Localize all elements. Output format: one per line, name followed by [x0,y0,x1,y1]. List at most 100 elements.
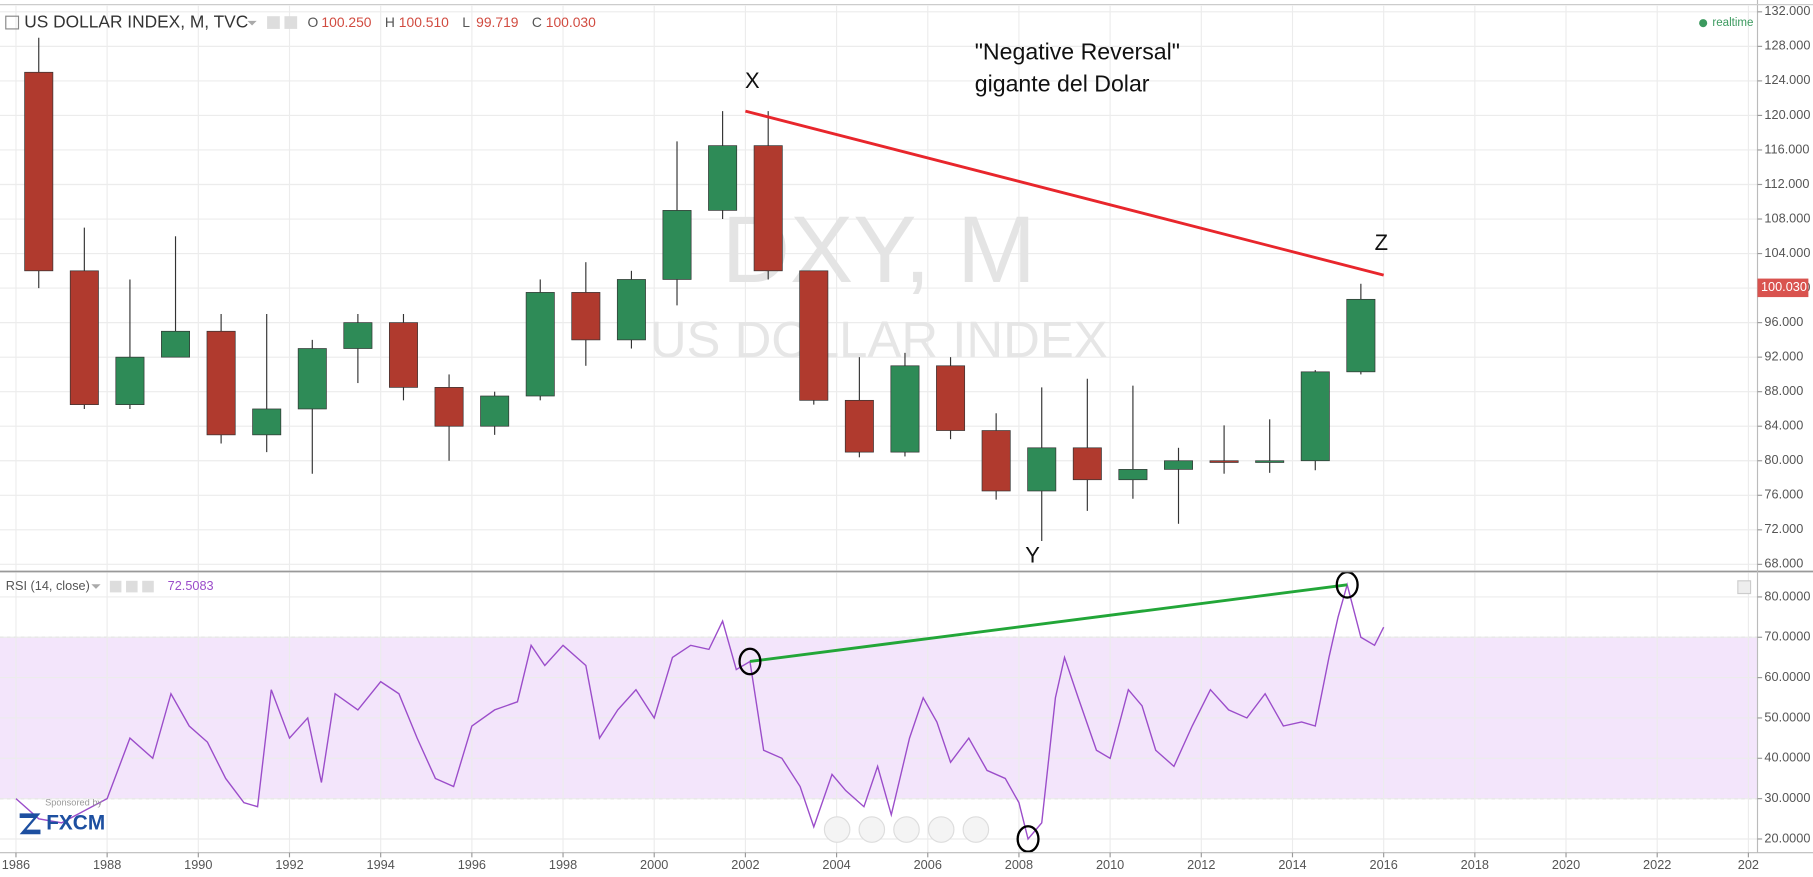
settings-icon[interactable] [267,16,280,29]
rsi-title: RSI (14, close) [6,578,90,593]
scroll-right-button[interactable] [962,816,990,843]
ohlc-legend: O 100.250 H 100.510 L 99.719 C 100.030 [308,14,597,30]
y-tick-label: 20.0000 [1764,830,1810,845]
x-tick-label: 1990 [184,857,212,872]
candle-body [799,270,829,401]
candle-body [297,348,327,410]
settings-icon[interactable] [109,580,122,593]
candle-body [1300,371,1330,462]
zoom-in-button[interactable] [927,816,955,843]
x-tick-label: 2018 [1461,857,1489,872]
scroll-left-button[interactable] [823,816,851,843]
candle-body [571,292,601,341]
ohlc-key: H [385,14,395,30]
trendline [749,583,1348,663]
candle-body [252,408,282,436]
status-dot [1699,19,1708,28]
status: realtime [1712,17,1753,29]
annotation-label: Y [1025,542,1040,567]
candle-body [753,145,783,272]
x-tick-label: 1986 [2,857,30,872]
y-tick-label: 116.000 [1764,141,1809,156]
candle-body [981,430,1011,492]
y-tick-label: 40.0000 [1764,750,1810,765]
last-price-label: 100.030 [1761,279,1807,294]
hide-icon[interactable] [284,16,298,29]
candle-body [525,292,555,397]
annotation-circle [738,647,762,676]
x-tick-label: 2012 [1187,857,1215,872]
candle-body [1255,460,1285,463]
hide-icon[interactable] [126,580,138,593]
candle-body [708,145,738,211]
x-tick-label: 2010 [1096,857,1124,872]
candle-body [662,210,692,280]
candle-body [206,330,236,436]
watermark-name: US DOLLAR INDEX [650,311,1108,368]
candle-body [115,356,145,405]
x-tick-label: 2014 [1278,857,1306,872]
candle-body [69,270,99,405]
x-tick-label: 1996 [458,857,486,872]
maximize-icon[interactable] [1737,580,1752,595]
y-tick-label: 68.000 [1764,556,1803,571]
dropdown-icon[interactable] [247,20,257,26]
y-tick-label: 128.000 [1764,38,1810,53]
axes: 1986 1988 1990 1992 1994 1996 1998 2000 2002 2004… [2,3,1811,872]
zoom-out-button[interactable] [858,816,886,843]
sponsor-logo-mark [19,813,41,835]
candle-body [388,322,418,388]
dropdown-icon[interactable] [91,584,101,589]
candle-body [434,387,464,427]
candle-body [1027,447,1057,492]
ohlc-value: 100.030 [546,14,596,30]
ohlc-key: L [462,14,470,30]
candle-body [1072,447,1102,481]
candle-body [616,279,646,341]
y-tick-label: 92.000 [1764,349,1803,364]
y-tick-label: 104.000 [1764,245,1810,260]
candle-body [844,399,874,453]
candle-body [1164,460,1193,470]
candle-body [161,330,191,358]
reset-button[interactable] [893,816,920,843]
x-tick-label: 2004 [822,857,850,872]
annotation-text: "Negative Reversal" [975,38,1180,64]
x-tick-label: 1988 [93,857,121,872]
remove-icon[interactable] [142,580,154,593]
trendline [745,109,1385,277]
x-tick-label: 2020 [1552,857,1580,872]
candle-body [890,365,920,453]
navigation [823,816,990,843]
y-tick-label: 76.000 [1764,487,1803,502]
x-tick-label: 2022 [1643,857,1671,872]
rsi-current: 72.5083 [168,578,214,593]
annotation-label: X [745,68,760,93]
candle-body [480,395,510,427]
collapse-icon[interactable] [5,15,20,30]
x-tick-label: 2008 [1005,857,1033,872]
y-tick-label: 70.0000 [1764,629,1810,644]
y-tick-label: 96.000 [1764,314,1803,329]
candle-body [1118,469,1148,481]
y-tick-label: 30.0000 [1764,790,1810,805]
y-tick-label: 120.000 [1764,107,1810,122]
candle-body [1209,460,1239,463]
x-tick-label: 2000 [640,857,668,872]
symbol-title: US DOLLAR INDEX, M, TVC [24,12,248,32]
sponsor-brand: FXCM [46,811,105,834]
candle-body [936,365,966,431]
marks: X Y Z [15,37,1388,853]
candle-body [24,71,54,272]
y-tick-label: 80.000 [1764,452,1803,467]
y-tick-label: 108.000 [1764,210,1810,225]
annotation-text: gigante del Dolar [975,71,1150,97]
y-tick-label: 124.000 [1764,72,1810,87]
y-tick-label: 60.0000 [1764,669,1810,684]
x-tick-label: 202 [1738,857,1759,872]
annotation-circle [1016,825,1040,853]
y-tick-label: 50.0000 [1764,709,1810,724]
y-tick-label: 88.000 [1764,383,1803,398]
y-tick-label: 72.000 [1764,521,1803,536]
